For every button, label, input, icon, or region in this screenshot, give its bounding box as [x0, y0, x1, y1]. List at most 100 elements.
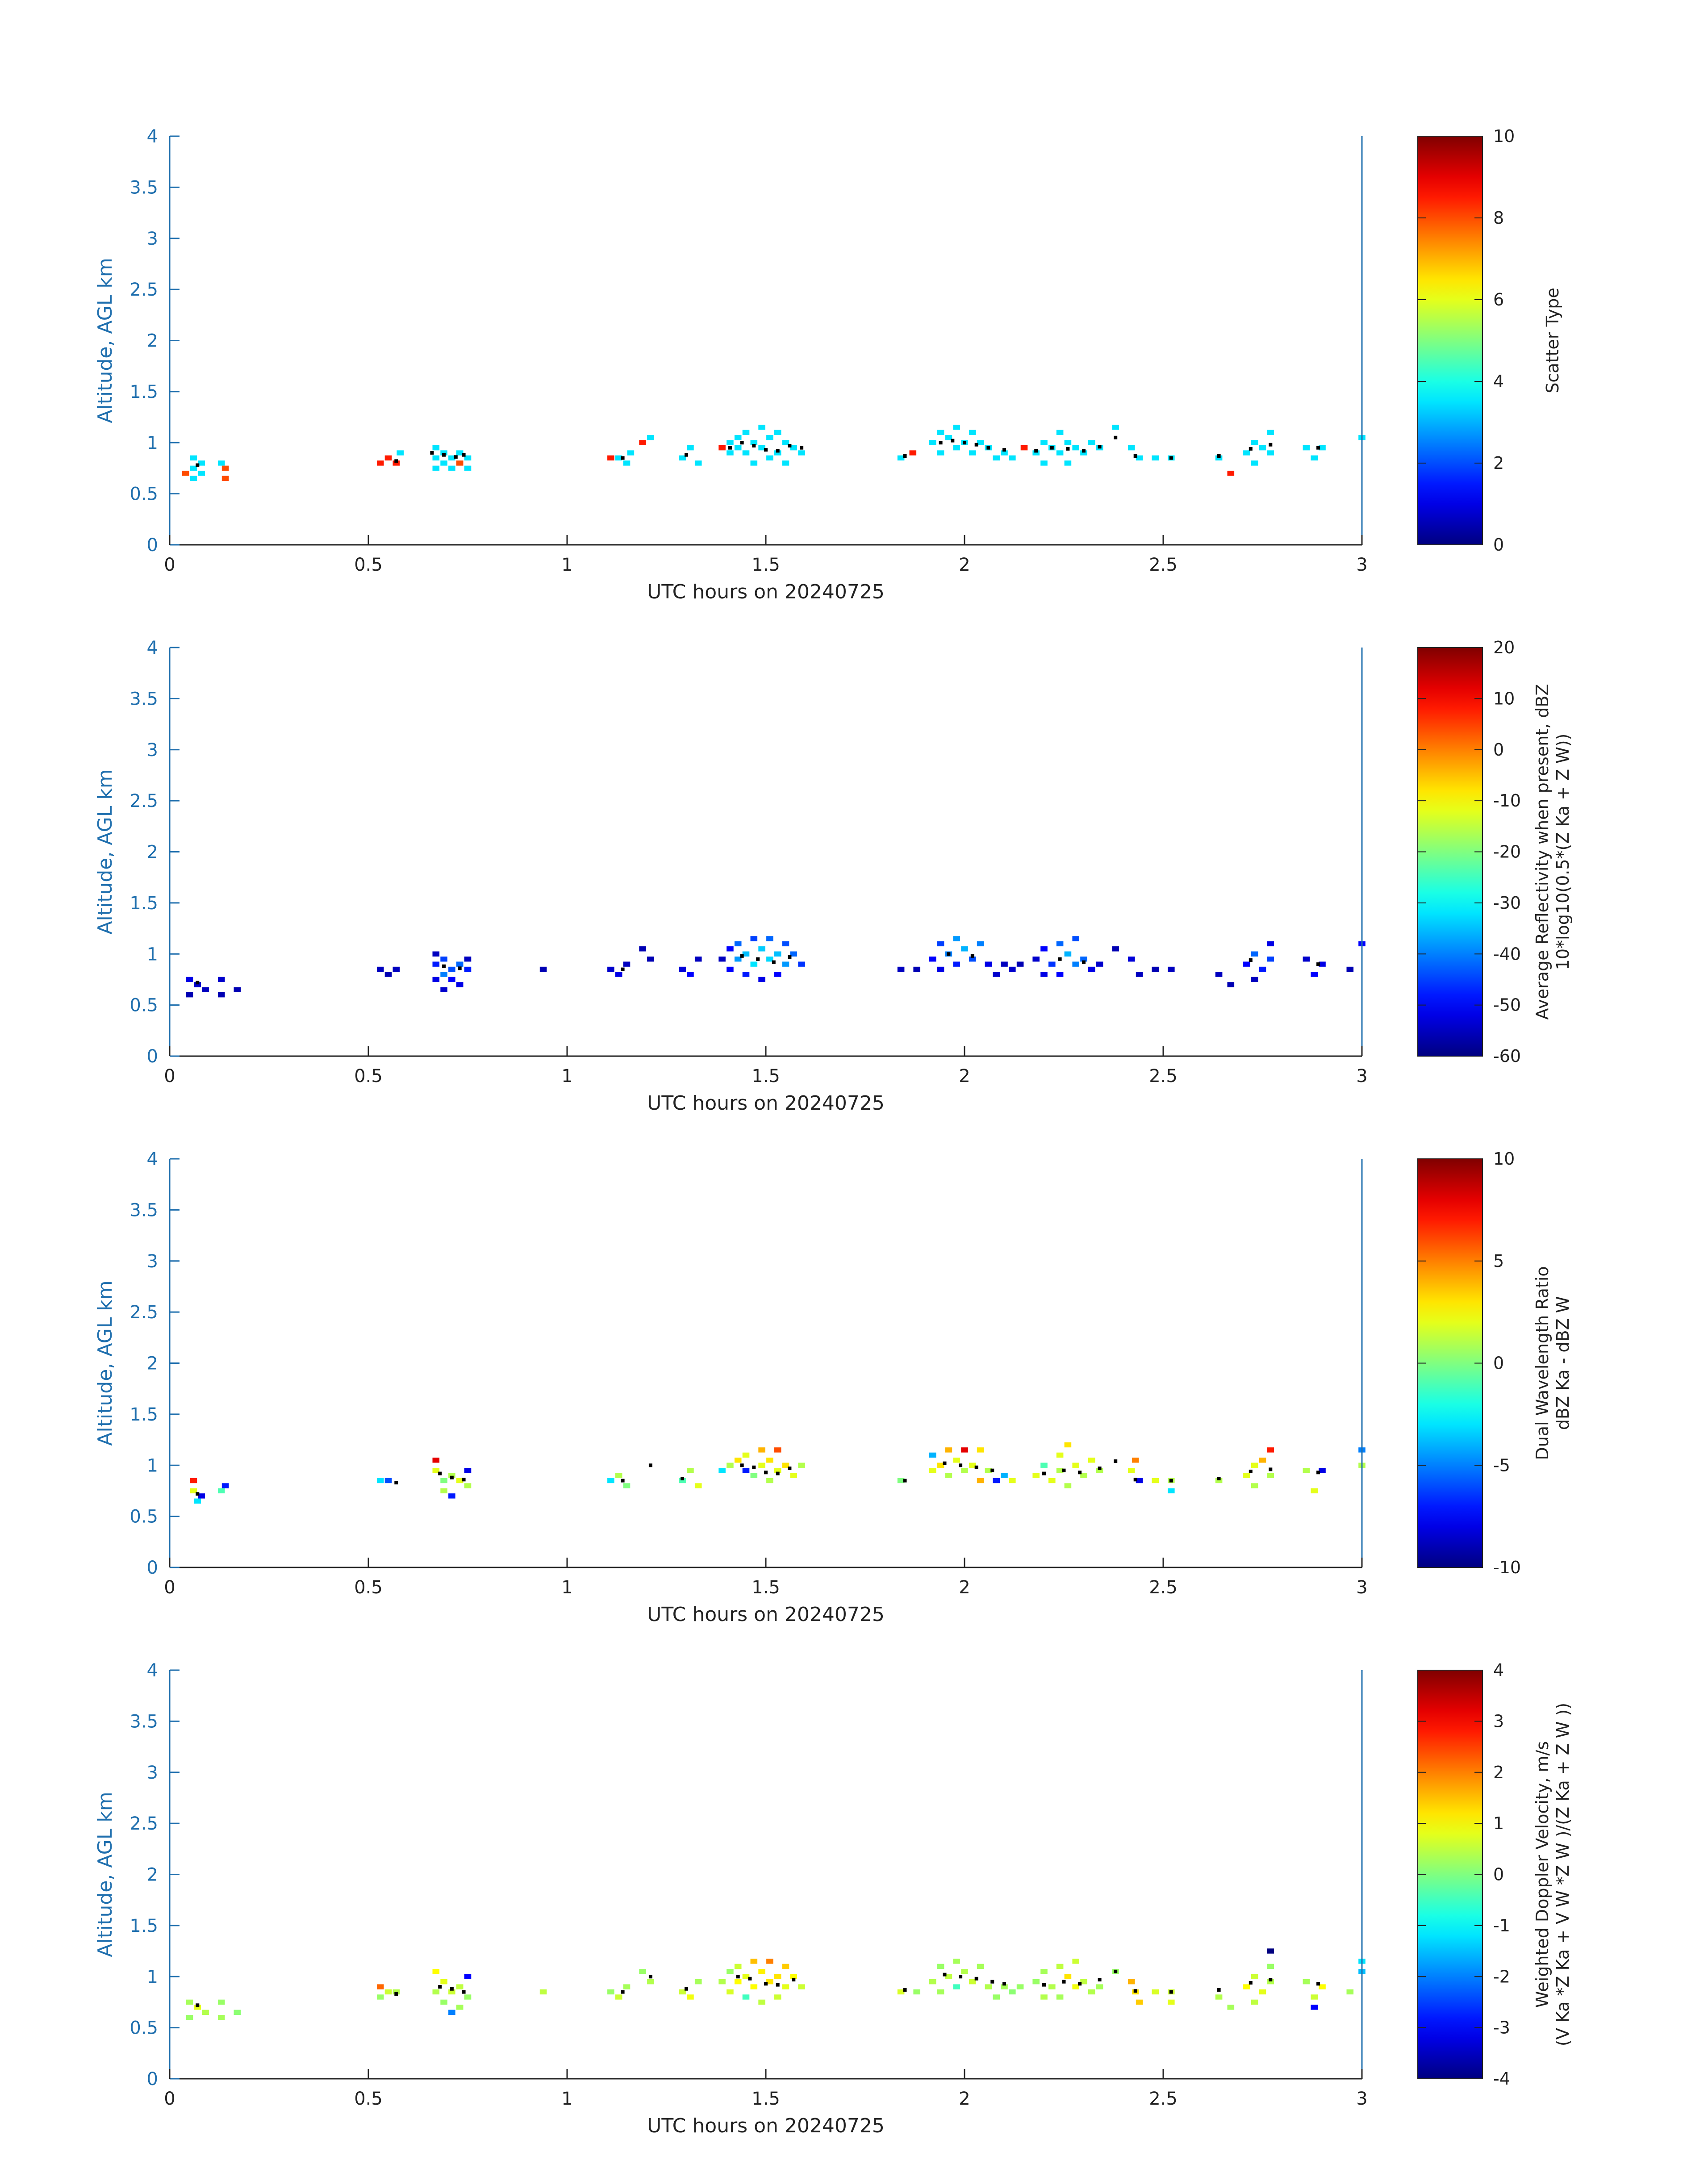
- heatmap-cell: [393, 1989, 400, 1995]
- marker-point: [1133, 1478, 1137, 1482]
- marker-point: [903, 454, 907, 458]
- marker-point: [1114, 435, 1118, 439]
- y-tick-label: 0: [147, 1046, 158, 1067]
- marker-point: [792, 1978, 796, 1982]
- heatmap-cell: [1259, 445, 1266, 451]
- heatmap-cell: [734, 445, 742, 451]
- heatmap-cell: [464, 966, 472, 972]
- heatmap-cell: [1215, 1478, 1223, 1483]
- heatmap-cell: [1152, 1989, 1159, 1995]
- heatmap-cell: [913, 966, 920, 972]
- heatmap-cell: [384, 1989, 392, 1995]
- colorbar-tick-label: -4: [1493, 2069, 1510, 2089]
- marker-point: [1082, 449, 1086, 453]
- x-tick-label: 1: [561, 1066, 572, 1086]
- heatmap-cell: [1064, 1442, 1072, 1448]
- heatmap-cell: [376, 966, 384, 972]
- heatmap-cell: [679, 1989, 686, 1995]
- heatmap-cell: [432, 961, 440, 967]
- y-tick-label: 1: [147, 1455, 158, 1476]
- heatmap-cell: [1346, 1989, 1354, 1995]
- chart-panel-1: 0 0.5 1 1.5 2 2.5 3 3.5 4 0 0.5 1 1.5 2 2.5 3 UTC hours …: [94, 126, 1562, 603]
- heatmap-cell: [1048, 961, 1056, 967]
- heatmap-cell: [718, 1468, 726, 1473]
- heatmap-cell: [1136, 455, 1143, 461]
- chart-panel-3: 0 0.5 1 1.5 2 2.5 3 3.5 4 0 0.5 1 1.5 2 2.5 3 UTC hours …: [94, 1149, 1573, 1626]
- x-tick-label: 2: [959, 555, 970, 575]
- colorbar-tick-label: -50: [1493, 995, 1521, 1015]
- y-tick-label: 0.5: [129, 995, 158, 1016]
- heatmap-cell: [198, 460, 205, 466]
- x-tick-label: 1.5: [752, 1066, 780, 1086]
- marker-point: [1078, 1471, 1082, 1475]
- x-tick-label: 1: [561, 555, 572, 575]
- heatmap-cell: [782, 1462, 789, 1468]
- y-tick-label: 2: [147, 331, 158, 351]
- chart-panel-2: 0 0.5 1 1.5 2 2.5 3 3.5 4 0 0.5 1 1.5 2 2.5 3 UTC hours …: [94, 638, 1573, 1115]
- heatmap-cell: [750, 1473, 758, 1478]
- heatmap-cell: [718, 957, 726, 962]
- heatmap-cell: [1072, 1959, 1079, 1964]
- heatmap-cell: [397, 450, 404, 455]
- heatmap-cell: [1064, 460, 1072, 466]
- y-tick-label: 3.5: [129, 1200, 158, 1220]
- heatmap-cell: [1168, 1999, 1175, 2005]
- heatmap-cell: [953, 961, 960, 967]
- heatmap-cell: [539, 1989, 547, 1995]
- marker-point: [752, 1465, 756, 1469]
- marker-point: [788, 444, 792, 448]
- marker-point: [951, 439, 955, 443]
- heatmap-cell: [440, 1999, 447, 2005]
- heatmap-cell: [627, 450, 635, 455]
- heatmap-cell: [909, 450, 917, 455]
- heatmap-cell: [1001, 1984, 1008, 1989]
- heatmap-cell: [969, 957, 976, 962]
- colorbar-tick-label: 10: [1493, 1149, 1515, 1169]
- heatmap-cell: [1080, 450, 1087, 455]
- y-tick-label: 0: [147, 535, 158, 556]
- x-tick-label: 1.5: [752, 1577, 780, 1598]
- heatmap-cell: [782, 440, 789, 445]
- heatmap-cell: [221, 1483, 229, 1488]
- marker-point: [776, 449, 780, 453]
- heatmap-cell: [985, 1468, 992, 1473]
- heatmap-cell: [186, 992, 193, 998]
- heatmap-cell: [186, 1999, 193, 2005]
- heatmap-cell: [1112, 425, 1119, 430]
- heatmap-cell: [217, 977, 225, 982]
- heatmap-cell: [727, 440, 734, 445]
- colorbar-tick-label: -5: [1493, 1455, 1510, 1475]
- heatmap-cell: [221, 465, 229, 471]
- heatmap-cell: [186, 977, 193, 982]
- colorbar-tick-label: -10: [1493, 1558, 1521, 1577]
- heatmap-cell: [969, 1462, 976, 1468]
- heatmap-cell: [607, 966, 614, 972]
- heatmap-cell: [1267, 1964, 1274, 1969]
- y-axis-label: Altitude, AGL km: [94, 258, 117, 423]
- heatmap-cell: [687, 1468, 694, 1473]
- marker-point: [1316, 446, 1320, 450]
- heatmap-cell: [1056, 450, 1064, 455]
- heatmap-cell: [766, 936, 773, 941]
- marker-point: [764, 1982, 768, 1986]
- marker-point: [943, 1972, 947, 1976]
- x-tick-label: 0.5: [354, 1066, 383, 1086]
- heatmap-cell: [774, 430, 781, 435]
- heatmap-cell: [727, 1969, 734, 1974]
- heatmap-cell: [679, 966, 686, 972]
- heatmap-cell: [1009, 455, 1016, 461]
- y-tick-label: 4: [147, 638, 158, 658]
- x-tick-label: 1: [561, 2089, 572, 2109]
- heatmap-cell: [1088, 1989, 1095, 1995]
- heatmap-cell: [440, 987, 447, 992]
- heatmap-cell: [1040, 972, 1048, 977]
- heatmap-cell: [782, 1964, 789, 1969]
- marker-point: [442, 453, 446, 457]
- heatmap-cell: [432, 1458, 440, 1463]
- x-tick-label: 0: [164, 1577, 175, 1598]
- heatmap-cell: [198, 1493, 205, 1499]
- marker-point: [1066, 447, 1070, 451]
- heatmap-cell: [1319, 445, 1326, 451]
- heatmap-cell: [190, 476, 197, 481]
- marker-point: [438, 1985, 442, 1989]
